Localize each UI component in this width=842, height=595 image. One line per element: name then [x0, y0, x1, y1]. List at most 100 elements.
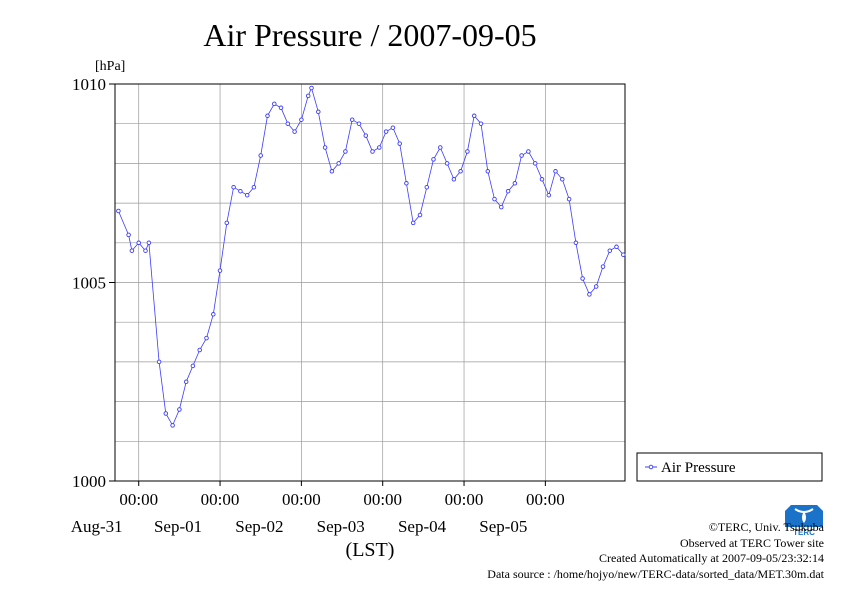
- data-point: [566, 196, 572, 202]
- data-point: [204, 335, 209, 341]
- data-point: [356, 121, 362, 126]
- data-point: [156, 359, 162, 365]
- x-tick-label-time: 00:00: [282, 490, 321, 509]
- data-point: [546, 192, 552, 198]
- data-point: [309, 85, 314, 91]
- copyright-text: ©TERC, Univ. Tsukuba: [708, 520, 824, 534]
- data-point: [177, 407, 182, 412]
- chart-title: Air Pressure / 2007-09-05: [203, 17, 536, 53]
- x-tick-label-time: 00:00: [445, 490, 484, 509]
- data-point: [190, 363, 196, 369]
- data-point: [519, 153, 524, 158]
- legend: Air Pressure: [636, 452, 823, 482]
- data-point: [560, 177, 565, 182]
- legend-box: [636, 452, 823, 482]
- observed-text: Observed at TERC Tower site: [679, 535, 824, 550]
- data-point: [438, 145, 443, 150]
- data-point: [305, 93, 311, 99]
- data-point: [231, 184, 236, 190]
- x-tick-label-date: Aug-31: [71, 517, 123, 536]
- data-point: [129, 248, 135, 253]
- data-point: [532, 161, 538, 166]
- data-point: [316, 109, 321, 115]
- data-point: [573, 240, 579, 246]
- data-point: [349, 117, 355, 122]
- y-tick-label: 1010: [72, 75, 106, 94]
- x-axis-ticks: 00:00 Aug-31 00:00 Sep-01 00:00 Sep-02 00:00 Se…: [71, 481, 565, 536]
- data-point: [377, 145, 382, 150]
- data-point: [278, 105, 284, 111]
- data-point: [170, 423, 175, 428]
- data-point: [224, 220, 230, 226]
- legend-label: Air Pressure: [661, 460, 736, 476]
- data-point: [370, 149, 375, 154]
- data-point: [146, 240, 152, 246]
- y-axis-label: [hPa]: [95, 59, 125, 74]
- data-point: [404, 181, 409, 186]
- y-axis-ticks: 1000 1005 1010: [72, 75, 115, 491]
- data-point: [485, 169, 491, 174]
- data-point: [136, 240, 141, 246]
- plot-frame: [114, 83, 626, 482]
- data-point: [471, 113, 477, 119]
- data-point: [465, 149, 470, 154]
- data-point: [285, 121, 291, 126]
- data-point: [390, 125, 396, 130]
- data-point: [587, 292, 592, 297]
- data-point: [526, 149, 531, 154]
- data-point: [265, 113, 270, 119]
- data-point: [116, 208, 121, 214]
- data-point: [272, 101, 277, 107]
- data-point: [492, 196, 497, 202]
- logo-text: TERC: [793, 528, 815, 537]
- terc-logo-icon: TERC: [785, 505, 823, 537]
- data-point: [512, 181, 518, 186]
- data-point: [244, 192, 250, 198]
- data-point: [444, 161, 450, 166]
- x-axis-label: (LST): [346, 539, 395, 561]
- x-tick-label-time: 00:00: [526, 490, 565, 509]
- x-tick-label-date: Sep-05: [479, 517, 527, 536]
- data-point: [553, 169, 558, 174]
- x-tick-label-date: Sep-02: [235, 517, 283, 536]
- data-point: [126, 232, 131, 238]
- x-tick-label-date: Sep-01: [154, 517, 202, 536]
- series-line: [118, 86, 624, 427]
- x-tick-label-date: Sep-04: [398, 517, 447, 536]
- data-point: [329, 169, 335, 174]
- x-tick-label-time: 00:00: [363, 490, 402, 509]
- data-point: [197, 347, 202, 353]
- data-point: [424, 184, 430, 190]
- data-point: [183, 379, 189, 385]
- data-point: [505, 188, 511, 194]
- x-tick-label-time: 00:00: [119, 490, 158, 509]
- data-point: [292, 129, 297, 134]
- data-point: [458, 169, 463, 174]
- data-point: [417, 212, 423, 218]
- air-pressure-series: [116, 85, 626, 428]
- data-point: [322, 145, 328, 150]
- data-point: [163, 411, 169, 416]
- data-point: [299, 117, 304, 122]
- legend-point-marker: [648, 464, 654, 470]
- data-point: [593, 284, 599, 289]
- data-point: [238, 188, 243, 194]
- x-tick-label-time: 00:00: [201, 490, 240, 509]
- data-point: [614, 244, 619, 250]
- data-point: [410, 220, 416, 226]
- data-point: [383, 129, 389, 134]
- data-point: [431, 157, 436, 162]
- data-point: [499, 204, 504, 210]
- data-point: [363, 133, 369, 138]
- data-point: [211, 312, 216, 317]
- grid-lines: [115, 84, 625, 481]
- data-point: [580, 276, 585, 281]
- data-point: [451, 177, 457, 182]
- data-point: [258, 153, 263, 158]
- terc-logo: TERC: [783, 503, 825, 537]
- data-point: [539, 177, 545, 182]
- x-tick-label-date: Sep-03: [317, 517, 365, 536]
- data-point: [251, 184, 257, 190]
- created-text: Created Automatically at 2007-09-05/23:3…: [599, 551, 824, 565]
